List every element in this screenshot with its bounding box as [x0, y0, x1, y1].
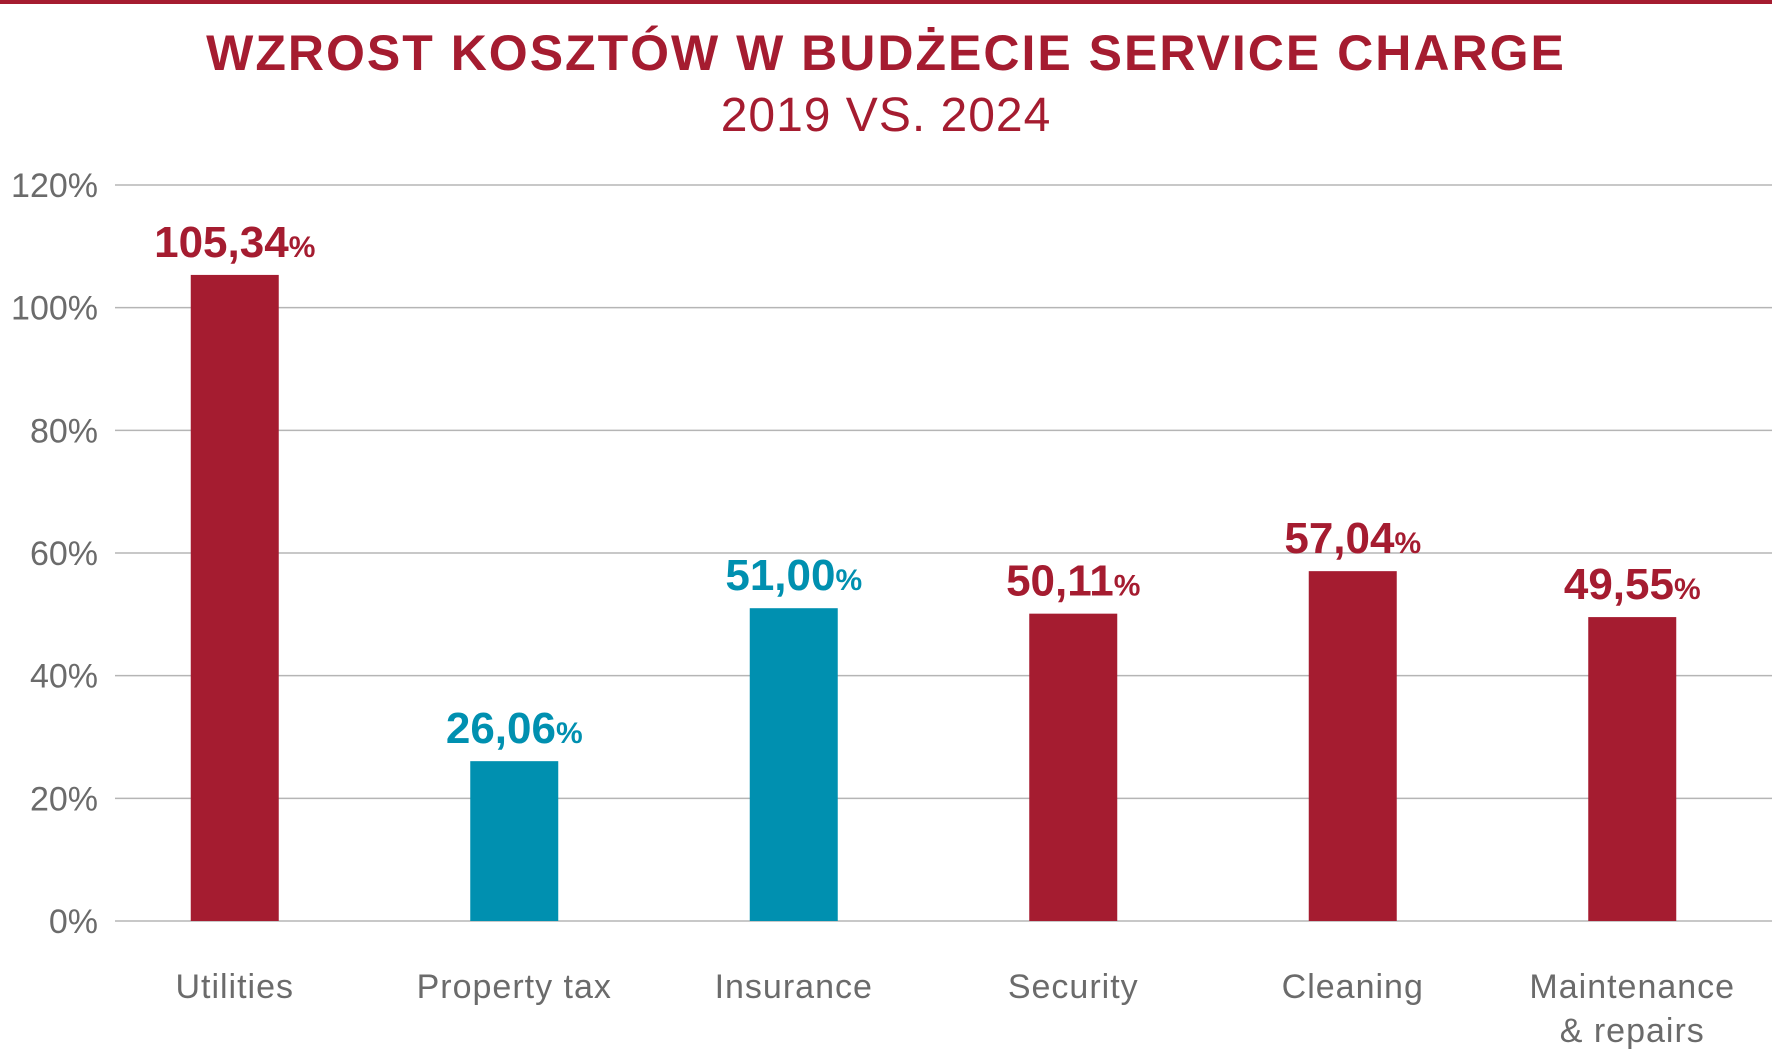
- x-axis-categories: Utilities Property tax Insurance Security Cl…: [175, 968, 1735, 1050]
- data-label-number: 50,11: [1006, 557, 1114, 606]
- chart-title: WZROST KOSZTÓW W BUDŻECIE SERVICE CHARGE: [206, 25, 1566, 81]
- data-label-unit: %: [289, 231, 316, 264]
- data-label: 57,04%: [1284, 514, 1421, 563]
- data-label-number: 26,06: [446, 704, 556, 753]
- data-label-unit: %: [1394, 527, 1421, 560]
- y-tick-label: 20%: [30, 780, 98, 818]
- data-label-unit: %: [556, 717, 583, 750]
- chart-subtitle: 2019 VS. 2024: [720, 89, 1052, 142]
- category-label: Maintenance: [1529, 968, 1735, 1006]
- data-label-number: 51,00: [725, 551, 835, 600]
- data-labels: 105,34%26,06%51,00% 50,11%57,04%49,55%: [154, 218, 1701, 753]
- bar: [1308, 571, 1397, 921]
- data-label-number: 105,34: [154, 218, 289, 267]
- category-label: Utilities: [175, 968, 294, 1006]
- category-label: Cleaning: [1282, 968, 1424, 1006]
- y-tick-label: 80%: [30, 412, 98, 450]
- y-tick-label: 0%: [49, 903, 98, 941]
- bar: [1588, 617, 1677, 921]
- y-tick-label: 60%: [30, 535, 98, 573]
- bar: [190, 274, 279, 921]
- bar: [749, 608, 838, 921]
- category-label: Property tax: [417, 968, 612, 1006]
- data-label: 26,06%: [446, 704, 583, 753]
- category-label: Security: [1008, 968, 1139, 1006]
- data-label-number: 49,55: [1564, 560, 1674, 609]
- category-label: Insurance: [715, 968, 873, 1006]
- y-tick-label: 120%: [11, 167, 98, 205]
- bars: [190, 274, 1677, 921]
- data-label-unit: %: [1674, 573, 1701, 606]
- data-label: 51,00%: [725, 551, 862, 600]
- data-label: 50,11%: [1006, 557, 1140, 606]
- y-tick-label: 40%: [30, 658, 98, 696]
- gridlines: [115, 184, 1772, 922]
- category-label: & repairs: [1560, 1012, 1705, 1050]
- bar: [1029, 613, 1118, 921]
- top-rule: [0, 0, 1772, 4]
- data-label-unit: %: [1114, 570, 1141, 603]
- data-label: 105,34%: [154, 218, 315, 267]
- data-label-unit: %: [835, 564, 862, 597]
- y-axis-ticks: 0% 20% 40% 60% 80% 100% 120%: [11, 167, 98, 941]
- data-label-number: 57,04: [1284, 514, 1395, 563]
- y-tick-label: 100%: [11, 290, 98, 328]
- bar: [470, 761, 559, 921]
- data-label: 49,55%: [1564, 560, 1701, 609]
